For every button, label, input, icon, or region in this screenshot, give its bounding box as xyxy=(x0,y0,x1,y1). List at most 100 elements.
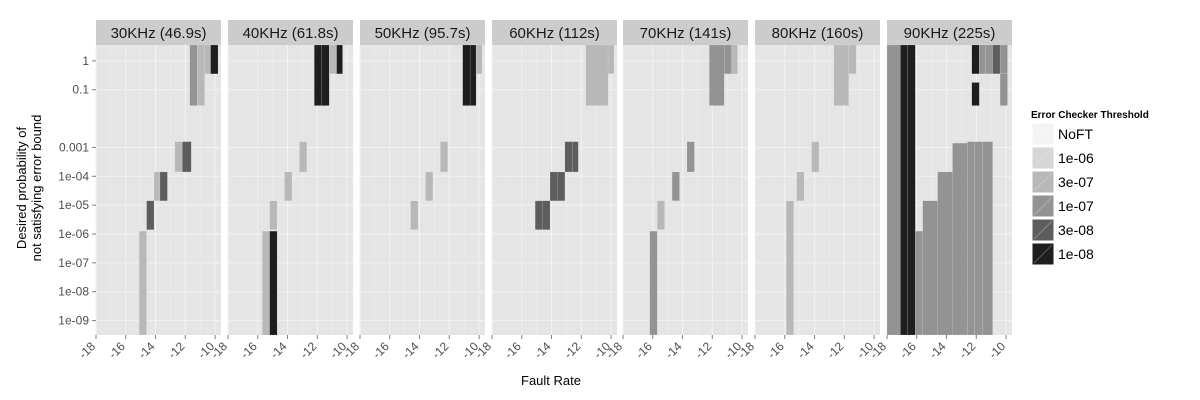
facet-panel: 90KHz (225s) -18 -16 -14 -12 -10 xyxy=(867,20,1012,361)
heatmap-cell xyxy=(796,171,805,201)
x-tick-label: -16 xyxy=(897,339,919,361)
heatmap-cell xyxy=(262,230,270,336)
heatmap-cell xyxy=(146,200,155,230)
facet-panel: 50KHz (95.7s)-18 -16 -14 -12 -10 xyxy=(340,20,485,361)
x-tick-label: -18 xyxy=(340,339,362,361)
heatmap-cell xyxy=(182,141,192,173)
facet-strip-label: 70KHz (141s) xyxy=(640,25,732,42)
y-tick-label: 1 xyxy=(82,54,89,68)
heatmap-cell xyxy=(585,44,609,106)
facet-strip-label: 50KHz (95.7s) xyxy=(375,25,471,42)
heatmap-cell xyxy=(999,73,1008,106)
legend-label: 1e-06 xyxy=(1058,150,1094,166)
heatmap-cell xyxy=(907,44,916,336)
heatmap-cell xyxy=(469,44,477,106)
legend-title: Error Checker Threshold xyxy=(1031,110,1149,121)
x-tick-label: -14 xyxy=(662,339,684,361)
heatmap-cell xyxy=(709,44,725,106)
heatmap-cell xyxy=(848,44,857,75)
heatmap-cell xyxy=(607,44,615,75)
legend-swatch-line xyxy=(1033,148,1053,168)
heatmap-cell xyxy=(535,200,543,230)
heatmap-cell xyxy=(992,44,1001,75)
heatmap-cell xyxy=(557,171,566,201)
y-axis-title-line-1: Desired probability of xyxy=(14,127,29,250)
heatmap-cell xyxy=(284,171,293,201)
facet-strip-label: 30KHz (46.9s) xyxy=(111,25,207,42)
x-tick-label: -18 xyxy=(472,339,494,361)
heatmap-cell xyxy=(952,142,968,336)
legend-swatch-line xyxy=(1033,244,1053,264)
heatmap-cell xyxy=(922,200,938,336)
heatmap-cell xyxy=(731,44,738,75)
x-tick-label: -14 xyxy=(531,339,553,361)
heatmap-cell xyxy=(971,82,980,106)
heatmap-cell xyxy=(321,44,330,106)
legend-swatch-line xyxy=(1033,172,1053,192)
legend-swatch xyxy=(1031,218,1055,242)
x-tick-label: -12 xyxy=(824,339,846,361)
y-tick-label: 0.1 xyxy=(72,83,89,97)
x-tick-label: -12 xyxy=(561,339,583,361)
x-tick-label: -16 xyxy=(765,339,787,361)
x-tick-label: -14 xyxy=(794,339,816,361)
heatmap-cell xyxy=(159,171,168,201)
x-tick-label: -12 xyxy=(692,339,714,361)
facet-panel: 80KHz (160s)-18 -16 -14 -12 -10 xyxy=(735,20,880,361)
heatmap-cell xyxy=(900,44,908,336)
x-tick-label: -18 xyxy=(76,339,98,361)
legend-swatch xyxy=(1031,170,1055,194)
legend-swatch-line xyxy=(1033,124,1053,144)
y-tick-label: 1e-07 xyxy=(58,256,89,270)
x-axis-title: Fault Rate xyxy=(521,373,581,388)
y-tick-label: 1e-04 xyxy=(58,169,89,183)
heatmap-cell xyxy=(197,44,205,106)
heatmap-cell xyxy=(937,171,953,336)
x-tick-label: -16 xyxy=(502,339,524,361)
heatmap-cell xyxy=(833,44,849,106)
x-tick-label: -14 xyxy=(135,339,157,361)
heatmap-cell xyxy=(786,200,794,336)
x-tick-label: -16 xyxy=(238,339,260,361)
heatmap-cell xyxy=(425,171,434,201)
facet-panel: 40KHz (61.8s)-18 -16 -14 -12 -10 xyxy=(208,20,353,361)
heatmap-cell xyxy=(299,141,308,173)
facet-panels: 30KHz (46.9s) -18 -16 -14 -12 -10 40KHz (61.8s… xyxy=(76,20,1012,361)
heatmap-cell xyxy=(139,230,147,336)
x-tick-label: -16 xyxy=(370,339,392,361)
heatmap-cell xyxy=(999,44,1008,75)
x-tick-label: -16 xyxy=(633,339,655,361)
heatmap-cell xyxy=(967,141,975,336)
heatmap-cell xyxy=(542,200,551,230)
y-tick-label: 1e-06 xyxy=(58,227,89,241)
x-tick-label: -18 xyxy=(208,339,230,361)
y-tick-label: 1e-05 xyxy=(58,198,89,212)
facet-strip xyxy=(360,20,485,45)
x-tick-label: -18 xyxy=(867,339,889,361)
facet-strip xyxy=(887,20,1012,45)
heatmap-cell xyxy=(314,44,322,106)
x-tick-label: -12 xyxy=(165,339,187,361)
heatmap-cell xyxy=(886,44,901,336)
heatmap-cell xyxy=(210,44,219,75)
facet-strip-label: 40KHz (61.8s) xyxy=(243,25,339,42)
heatmap-cell xyxy=(462,44,471,106)
x-tick-label: -12 xyxy=(297,339,319,361)
legend-swatch-line xyxy=(1033,196,1053,216)
y-tick-label: 1e-08 xyxy=(58,285,89,299)
legend-label: NoFT xyxy=(1058,126,1093,142)
x-tick-label: -14 xyxy=(926,339,948,361)
heatmap-cell xyxy=(974,141,983,336)
facet-strip-label: 80KHz (160s) xyxy=(772,25,864,42)
facet-strip-label: 60KHz (112s) xyxy=(509,25,600,42)
heatmap-cell xyxy=(475,44,483,75)
y-axis-title-line-2: not satisfying error bound xyxy=(29,115,44,262)
facet-panel: 60KHz (112s)-18 -16 -14 -12 -10 xyxy=(472,20,617,361)
facet-strip xyxy=(755,20,880,45)
legend: Error Checker Threshold NoFT 1e-06 3e-07 1e… xyxy=(1031,110,1149,266)
heatmap-cell xyxy=(657,200,665,230)
y-axis-ticks: 1 0.1 0.001 1e-04 1e-05 1e-06 1e-07 1e-08 1e-09 xyxy=(58,54,96,328)
heatmap-cell xyxy=(329,44,337,75)
y-tick-label: 1e-09 xyxy=(58,314,89,328)
